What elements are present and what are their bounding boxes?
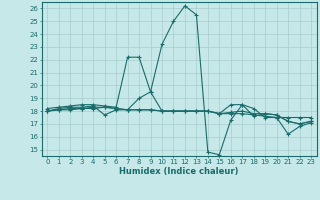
X-axis label: Humidex (Indice chaleur): Humidex (Indice chaleur) <box>119 167 239 176</box>
